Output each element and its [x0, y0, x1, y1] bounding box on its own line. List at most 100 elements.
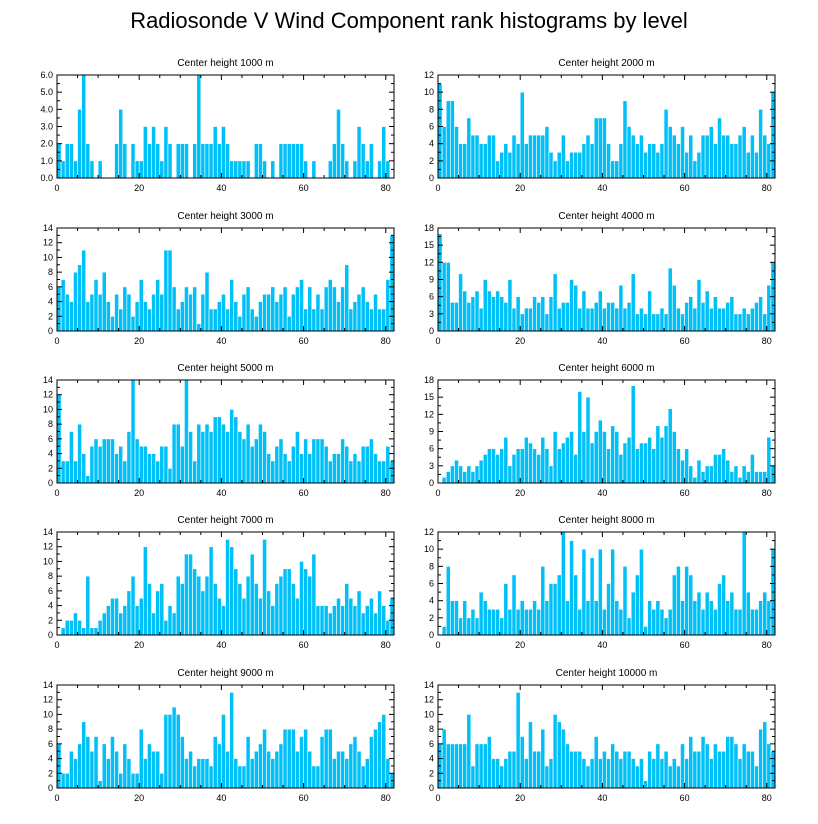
histogram-bar — [519, 736, 525, 789]
histogram-bar — [303, 438, 308, 484]
x-tick-label: 80 — [381, 336, 391, 346]
histogram-bar — [450, 465, 455, 484]
histogram-bar — [241, 597, 247, 636]
histogram-bar — [303, 728, 308, 789]
histogram-bar — [360, 286, 366, 332]
x-tick-label: 0 — [435, 488, 440, 498]
histogram-bar — [60, 460, 66, 484]
y-tick-label: 12 — [43, 390, 53, 400]
histogram-bar — [597, 419, 603, 484]
histogram-bar — [495, 758, 500, 789]
histogram-bar — [315, 765, 321, 789]
panel-title: Center height 1000 m — [177, 58, 273, 69]
histogram-bar — [352, 301, 358, 332]
histogram-bar — [85, 301, 91, 332]
y-tick-label: 0 — [48, 630, 53, 640]
y-tick-label: 6 — [48, 434, 53, 444]
histogram-bar — [138, 279, 144, 332]
histogram-bar — [532, 448, 537, 484]
histogram-bar — [569, 151, 574, 179]
y-tick-label: 14 — [43, 375, 53, 385]
x-tick-label: 40 — [597, 488, 607, 498]
y-tick-label: 4 — [429, 596, 434, 606]
histogram-bar — [741, 743, 747, 789]
histogram-bar — [64, 143, 70, 179]
histogram-bar — [204, 143, 210, 179]
histogram-bar — [175, 143, 181, 179]
histogram-bar — [618, 454, 624, 484]
histogram-bar — [593, 117, 599, 179]
histogram-bar — [692, 307, 698, 332]
histogram-bar — [766, 436, 772, 484]
histogram-bar — [474, 134, 480, 179]
histogram-bar — [528, 608, 533, 636]
histogram-bar — [97, 293, 103, 332]
histogram-bar — [737, 476, 743, 484]
histogram-bar — [626, 302, 632, 332]
histogram-bar — [454, 743, 459, 789]
histogram-bar — [524, 436, 529, 484]
histogram-bar — [671, 134, 677, 179]
histogram-bar — [126, 431, 132, 484]
histogram-bar — [647, 600, 653, 636]
histogram-bar — [377, 160, 382, 179]
histogram-bar — [725, 459, 731, 484]
histogram-bar — [696, 459, 702, 484]
histogram-bar — [69, 301, 74, 332]
histogram-bar — [73, 271, 78, 332]
histogram-bar — [278, 438, 284, 484]
histogram-bar — [336, 109, 341, 179]
histogram-bar — [93, 627, 99, 636]
histogram-bar — [692, 160, 698, 179]
x-tick-label: 40 — [216, 640, 226, 650]
histogram-bar — [589, 143, 595, 179]
histogram-bar — [241, 765, 247, 789]
histogram-bar — [602, 750, 607, 789]
histogram-bar — [130, 315, 136, 332]
histogram-bar — [680, 743, 685, 789]
histogram-bar — [733, 608, 739, 636]
histogram-bar — [540, 728, 546, 789]
histogram-bar — [569, 540, 574, 636]
histogram-bar — [696, 591, 702, 636]
histogram-bar — [212, 416, 218, 484]
histogram-bar — [445, 262, 451, 332]
histogram-bar — [253, 438, 259, 484]
histogram-bar — [626, 126, 632, 179]
histogram-bar — [474, 290, 480, 332]
histogram-bar — [73, 612, 78, 636]
histogram-bar — [717, 307, 722, 332]
histogram-bar — [369, 438, 374, 484]
histogram-bar — [462, 600, 468, 636]
histogram-bar — [323, 445, 329, 484]
histogram-bar — [307, 286, 313, 332]
histogram-bar — [565, 743, 570, 789]
histogram-bar — [700, 471, 706, 484]
histogram-bar — [155, 590, 161, 636]
histogram-bar — [643, 626, 648, 636]
histogram-bar — [581, 758, 587, 789]
histogram-bar — [647, 436, 653, 484]
x-tick-label: 0 — [54, 640, 59, 650]
histogram-bar — [585, 396, 591, 484]
histogram-bar — [290, 583, 296, 636]
histogram-bar — [524, 758, 529, 789]
y-tick-label: 4 — [429, 754, 434, 764]
histogram-bar — [445, 100, 451, 179]
histogram-bar — [114, 750, 119, 789]
histogram-bar — [299, 279, 304, 332]
x-tick-label: 0 — [435, 793, 440, 803]
histogram-bar — [81, 453, 87, 484]
histogram-bar — [696, 151, 702, 179]
histogram-bar — [454, 126, 459, 179]
x-tick-label: 0 — [435, 640, 440, 650]
histogram-bar — [143, 758, 148, 789]
histogram-bar — [680, 459, 685, 484]
histogram-bar — [663, 313, 669, 332]
histogram-bar — [692, 600, 698, 636]
y-tick-label: 14 — [43, 680, 53, 690]
histogram-bar — [577, 608, 583, 636]
histogram-bar — [381, 308, 387, 332]
histogram-bar — [171, 706, 177, 789]
